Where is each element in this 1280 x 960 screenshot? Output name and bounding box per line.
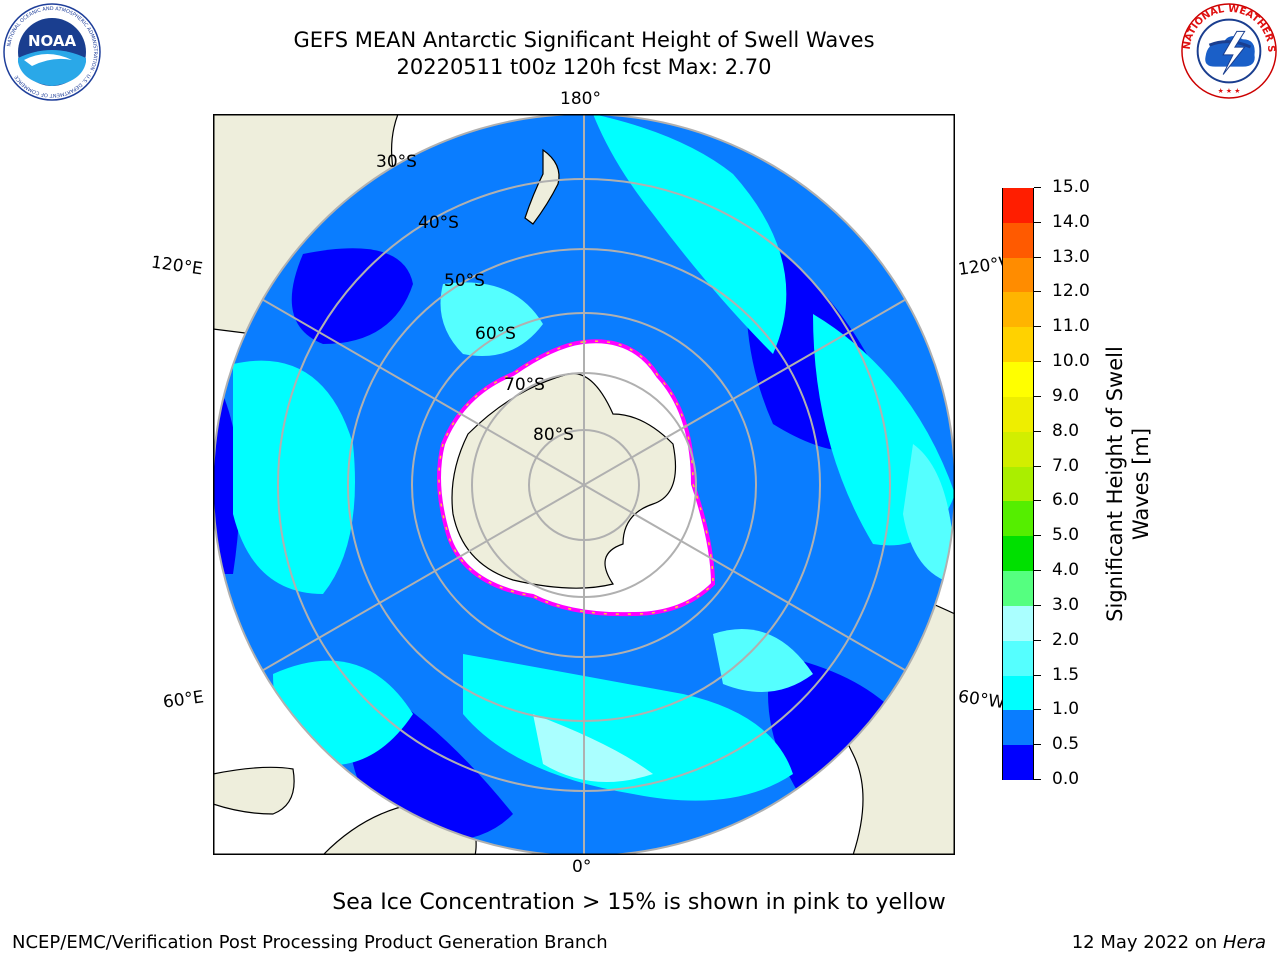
colorbar-tick-label: 2.0 xyxy=(1052,629,1080,650)
colorbar-tick-label: 6.0 xyxy=(1052,490,1080,511)
colorbar-tick-label: 1.5 xyxy=(1052,664,1080,685)
colorbar-tick-label: 0.5 xyxy=(1052,734,1080,755)
colorbar-tick xyxy=(1034,326,1041,328)
colorbar-tick-label: 1.0 xyxy=(1052,699,1080,720)
colorbar-swatch xyxy=(1003,709,1033,746)
colorbar-tick xyxy=(1034,395,1041,397)
lat-label-60s: 60°S xyxy=(475,324,516,344)
colorbar-tick xyxy=(1034,221,1041,223)
colorbar-tick-label: 9.0 xyxy=(1052,385,1080,406)
svg-text:NOAA: NOAA xyxy=(28,32,77,50)
graticule xyxy=(213,114,955,855)
colorbar-tick-label: 7.0 xyxy=(1052,455,1080,476)
noaa-logo-icon: NOAA NATIONAL OCEANIC AND ATMOSPHERIC AD… xyxy=(3,3,101,101)
new-zealand xyxy=(524,148,560,225)
colorbar-swatch xyxy=(1003,640,1033,676)
colorbar-tick xyxy=(1034,291,1041,293)
lon-label-60e: 60°E xyxy=(161,687,206,713)
colorbar-tick-label: 0.0 xyxy=(1052,769,1080,789)
colorbar-tick-label: 10.0 xyxy=(1052,351,1090,372)
lat-label-70s: 70°S xyxy=(504,375,545,395)
colorbar-tick xyxy=(1034,570,1041,572)
colorbar-tick xyxy=(1034,465,1041,467)
colorbar-tick-label: 4.0 xyxy=(1052,560,1080,581)
lon-label-0: 0° xyxy=(572,857,592,877)
colorbar-tick-label: 3.0 xyxy=(1052,594,1080,615)
colorbar-tick xyxy=(1034,779,1041,780)
colorbar-swatch xyxy=(1003,431,1033,467)
footer-machine: Hera xyxy=(1222,932,1266,953)
lat-label-30s: 30°S xyxy=(376,152,417,172)
colorbar-swatch xyxy=(1003,744,1033,780)
footer-date-text: 12 May 2022 on xyxy=(1071,932,1223,953)
colorbar-swatch xyxy=(1003,535,1033,572)
antarctic-swell-map xyxy=(213,114,955,855)
colorbar-swatch xyxy=(1003,326,1033,363)
colorbar-tick xyxy=(1034,604,1041,606)
nws-logo-icon: NATIONAL WEATHER SERVICE ★ ★ ★ xyxy=(1180,2,1277,99)
footer-branch: NCEP/EMC/Verification Post Processing Pr… xyxy=(12,932,608,953)
chart-title: GEFS MEAN Antarctic Significant Height o… xyxy=(293,28,875,52)
colorbar-label: Significant Height of Swell Waves [m] xyxy=(1103,346,1153,622)
colorbar-tick xyxy=(1034,500,1041,502)
colorbar-swatch xyxy=(1003,466,1033,502)
chart-subtitle: 20220511 t00z 120h fcst Max: 2.70 xyxy=(396,55,772,79)
colorbar-swatch xyxy=(1003,675,1033,711)
colorbar-tick-label: 14.0 xyxy=(1052,211,1090,232)
colorbar-tick-label: 5.0 xyxy=(1052,525,1080,546)
lon-label-120e: 120°E xyxy=(149,252,204,280)
colorbar-swatch xyxy=(1003,500,1033,537)
colorbar-swatch xyxy=(1003,291,1033,328)
colorbar-swatch xyxy=(1003,187,1033,223)
lat-label-80s: 80°S xyxy=(533,425,574,445)
colorbar-tick xyxy=(1034,639,1041,641)
colorbar-swatch xyxy=(1003,257,1033,293)
colorbar-tick xyxy=(1034,187,1041,188)
colorbar-swatch xyxy=(1003,570,1033,606)
colorbar-tick-label: 8.0 xyxy=(1052,420,1080,441)
colorbar-tick xyxy=(1034,430,1041,432)
colorbar-tick xyxy=(1034,744,1041,746)
lat-label-40s: 40°S xyxy=(418,213,459,233)
colorbar-tick-label: 12.0 xyxy=(1052,281,1090,302)
sea-ice-note: Sea Ice Concentration > 15% is shown in … xyxy=(332,890,946,915)
colorbar-swatch xyxy=(1003,222,1033,258)
footer-date: 12 May 2022 on Hera xyxy=(1072,932,1266,953)
svg-text:★ ★ ★: ★ ★ ★ xyxy=(1218,87,1241,95)
colorbar-tick xyxy=(1034,709,1041,711)
antarctica xyxy=(437,339,716,617)
lat-label-50s: 50°S xyxy=(444,271,485,291)
lon-label-180: 180° xyxy=(560,89,601,109)
colorbar-swatch xyxy=(1003,361,1033,397)
colorbar-tick xyxy=(1034,361,1041,363)
colorbar-tick xyxy=(1034,535,1041,537)
colorbar xyxy=(1002,187,1034,780)
lon-label-60w: 60°W xyxy=(956,686,1007,714)
colorbar-tick-label: 15.0 xyxy=(1052,177,1090,197)
colorbar-tick xyxy=(1034,674,1041,676)
colorbar-tick-label: 13.0 xyxy=(1052,246,1090,267)
colorbar-tick-label: 11.0 xyxy=(1052,316,1090,337)
colorbar-swatch xyxy=(1003,396,1033,432)
colorbar-tick xyxy=(1034,256,1041,258)
colorbar-swatch xyxy=(1003,605,1033,641)
